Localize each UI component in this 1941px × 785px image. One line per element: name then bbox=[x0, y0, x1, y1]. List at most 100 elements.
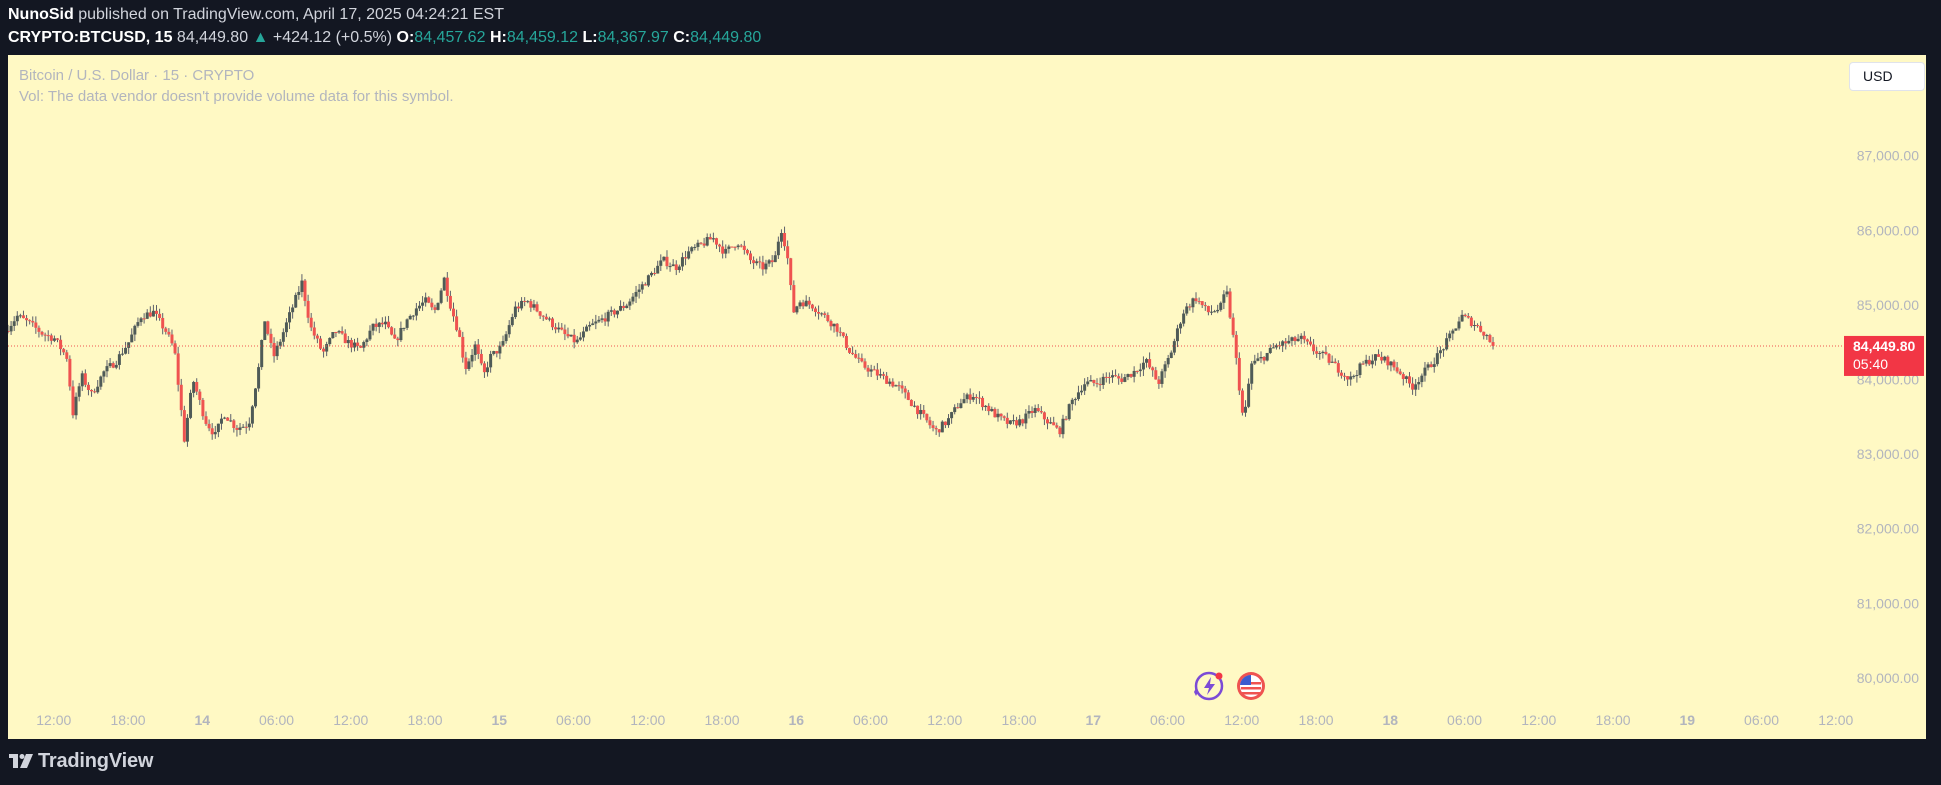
candle-body bbox=[1132, 370, 1136, 377]
candle-body bbox=[875, 369, 879, 376]
candle-body bbox=[241, 426, 245, 428]
candle-body bbox=[86, 384, 90, 390]
candle-body bbox=[414, 308, 418, 316]
candle-body bbox=[1302, 335, 1306, 340]
candle bbox=[15, 311, 19, 326]
candle bbox=[615, 310, 619, 319]
candle bbox=[1191, 297, 1195, 313]
chart-panel[interactable]: 80,000.00 81,000.00 82,000.00 83,000.00 84,0… bbox=[8, 55, 1926, 739]
candle bbox=[476, 339, 480, 360]
tradingview-logo[interactable]: TradingView bbox=[9, 750, 153, 772]
candle bbox=[981, 396, 985, 411]
candle-body bbox=[1256, 358, 1260, 361]
candle-body bbox=[894, 385, 898, 387]
candle-body bbox=[173, 343, 177, 354]
candle-body bbox=[127, 342, 131, 348]
candle bbox=[965, 392, 969, 404]
published-text: published on TradingView.com, April 17, … bbox=[78, 6, 504, 23]
candle-body bbox=[1401, 374, 1405, 379]
symbol-label[interactable]: CRYPTO:BTCUSD, 15 bbox=[8, 29, 173, 46]
candle bbox=[1284, 337, 1288, 350]
candle-body bbox=[823, 313, 827, 316]
candle bbox=[1392, 359, 1396, 371]
tradingview-logo-icon bbox=[9, 754, 33, 768]
candle-body bbox=[903, 388, 907, 393]
candle bbox=[99, 375, 103, 390]
candle bbox=[291, 304, 295, 319]
candle bbox=[795, 305, 799, 315]
candle bbox=[1200, 301, 1204, 309]
candle-body bbox=[504, 334, 508, 342]
candle-body bbox=[804, 300, 808, 307]
candle bbox=[1061, 414, 1065, 439]
candle bbox=[594, 314, 598, 330]
candle-body bbox=[1083, 384, 1087, 391]
candle bbox=[455, 309, 459, 332]
candle bbox=[393, 328, 397, 339]
candle bbox=[303, 278, 307, 307]
candle bbox=[1005, 412, 1009, 429]
candle-body bbox=[387, 321, 391, 328]
candle bbox=[9, 321, 13, 335]
candle bbox=[170, 329, 174, 346]
candle-body bbox=[928, 420, 932, 426]
candle bbox=[486, 361, 490, 377]
candle bbox=[520, 297, 524, 311]
candle-body bbox=[201, 399, 205, 417]
candle-body bbox=[1349, 376, 1353, 380]
candle bbox=[272, 337, 276, 363]
candle bbox=[331, 332, 335, 339]
candle bbox=[1169, 350, 1173, 359]
candle bbox=[1092, 379, 1096, 387]
candle bbox=[588, 321, 592, 331]
candle bbox=[445, 272, 449, 302]
time-tick-label: 18:00 bbox=[408, 712, 443, 728]
candle-body bbox=[637, 289, 641, 292]
candle bbox=[1185, 303, 1189, 316]
price-chart[interactable]: 80,000.0081,000.0082,000.0083,000.0084,0… bbox=[8, 55, 1926, 739]
candle bbox=[1107, 372, 1111, 384]
candle-body bbox=[71, 386, 75, 416]
candle-body bbox=[1175, 328, 1179, 342]
time-tick-label: 18:00 bbox=[1596, 712, 1631, 728]
time-tick-label: 06:00 bbox=[1150, 712, 1185, 728]
candle-body bbox=[817, 311, 821, 314]
candle-body bbox=[947, 418, 951, 426]
candle-body bbox=[560, 327, 564, 330]
candle-body bbox=[1395, 367, 1399, 372]
candle bbox=[1426, 362, 1430, 371]
candle bbox=[863, 358, 867, 370]
candle bbox=[1414, 378, 1418, 397]
candle bbox=[1049, 417, 1053, 425]
candle-body bbox=[461, 336, 465, 358]
candle bbox=[1216, 304, 1220, 314]
candle-body bbox=[1268, 347, 1272, 353]
candle bbox=[931, 420, 935, 432]
currency-button[interactable]: USD bbox=[1849, 62, 1925, 91]
candle bbox=[1197, 297, 1201, 305]
candle bbox=[223, 416, 227, 420]
candle-body bbox=[959, 403, 963, 409]
candle-body bbox=[436, 302, 440, 310]
candle-body bbox=[668, 266, 672, 268]
candle bbox=[68, 355, 72, 391]
lightning-icon[interactable] bbox=[1194, 671, 1224, 701]
candle bbox=[940, 420, 944, 433]
candle bbox=[254, 387, 258, 409]
candle bbox=[526, 300, 530, 304]
candle-body bbox=[795, 306, 799, 313]
candle bbox=[90, 389, 94, 397]
candle-body bbox=[696, 242, 700, 247]
candle-body bbox=[1021, 419, 1025, 424]
us-flag-icon[interactable] bbox=[1237, 672, 1265, 700]
candle bbox=[1095, 378, 1099, 388]
candle-body bbox=[1423, 367, 1427, 376]
candle-body bbox=[801, 302, 805, 307]
candle-body bbox=[210, 428, 214, 435]
candle-body bbox=[1296, 338, 1300, 342]
author-name[interactable]: NunoSid bbox=[8, 6, 74, 23]
candle-body bbox=[934, 427, 938, 430]
candle-body bbox=[470, 354, 474, 362]
high-value: 84,459.12 bbox=[506, 29, 579, 46]
candle bbox=[108, 357, 112, 368]
